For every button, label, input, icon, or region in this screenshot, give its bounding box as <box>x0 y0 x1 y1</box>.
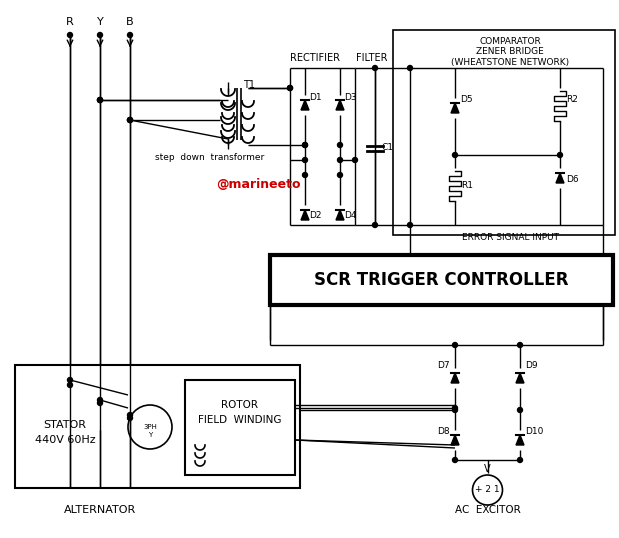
Text: D3: D3 <box>344 94 357 103</box>
Polygon shape <box>336 210 344 220</box>
Polygon shape <box>516 435 524 445</box>
Text: R: R <box>66 17 74 27</box>
Circle shape <box>128 117 132 123</box>
Bar <box>15 365 300 488</box>
Text: ALTERNATOR: ALTERNATOR <box>64 505 136 515</box>
Bar <box>270 255 613 305</box>
Polygon shape <box>301 210 309 220</box>
Text: R2: R2 <box>566 96 578 104</box>
Text: 440V 60Hz: 440V 60Hz <box>35 435 95 445</box>
Text: Y: Y <box>97 17 103 27</box>
Polygon shape <box>451 373 459 383</box>
Circle shape <box>517 343 522 348</box>
Circle shape <box>472 475 503 505</box>
Circle shape <box>452 407 457 413</box>
Circle shape <box>337 158 342 162</box>
Polygon shape <box>516 373 524 383</box>
Text: T1: T1 <box>243 80 255 90</box>
Circle shape <box>452 343 457 348</box>
Polygon shape <box>451 103 459 113</box>
Polygon shape <box>451 435 459 445</box>
Circle shape <box>287 86 293 90</box>
Circle shape <box>517 457 522 463</box>
Text: ZENER BRIDGE: ZENER BRIDGE <box>476 47 544 56</box>
Text: D4: D4 <box>344 210 357 220</box>
Polygon shape <box>556 173 564 183</box>
Text: AC  EXCITOR: AC EXCITOR <box>454 505 521 515</box>
Polygon shape <box>301 100 309 110</box>
Text: R1: R1 <box>461 181 473 189</box>
Circle shape <box>352 158 358 162</box>
Text: (WHEATSTONE NETWORK): (WHEATSTONE NETWORK) <box>451 58 569 67</box>
Text: STATOR: STATOR <box>43 420 87 430</box>
Polygon shape <box>336 100 344 110</box>
Text: D6: D6 <box>566 175 579 185</box>
Text: D2: D2 <box>309 210 321 220</box>
Circle shape <box>128 405 172 449</box>
Text: Y: Y <box>148 432 152 438</box>
Circle shape <box>303 173 308 178</box>
Circle shape <box>407 66 412 70</box>
Text: step  down  transformer: step down transformer <box>155 153 265 162</box>
Circle shape <box>287 86 293 90</box>
Circle shape <box>452 406 457 410</box>
Text: COMPARATOR: COMPARATOR <box>479 38 541 46</box>
Bar <box>393 30 615 235</box>
Text: D5: D5 <box>460 96 473 104</box>
Circle shape <box>67 383 72 387</box>
Circle shape <box>67 32 72 38</box>
Circle shape <box>128 117 132 123</box>
Circle shape <box>303 158 308 162</box>
Circle shape <box>128 415 132 421</box>
Circle shape <box>128 117 132 123</box>
Circle shape <box>452 152 457 158</box>
Circle shape <box>98 97 103 103</box>
Circle shape <box>373 223 378 228</box>
Text: 3PH: 3PH <box>143 424 157 430</box>
Circle shape <box>337 143 342 147</box>
Text: D9: D9 <box>525 362 538 371</box>
Circle shape <box>128 32 132 38</box>
Circle shape <box>373 66 378 70</box>
Circle shape <box>303 143 308 147</box>
Circle shape <box>303 143 308 147</box>
Circle shape <box>337 173 342 178</box>
Text: D10: D10 <box>525 428 543 436</box>
Text: C1: C1 <box>381 144 393 152</box>
Text: @marineeto: @marineeto <box>216 179 300 192</box>
Text: ROTOR: ROTOR <box>222 400 259 410</box>
Text: SCR TRIGGER CONTROLLER: SCR TRIGGER CONTROLLER <box>314 271 569 289</box>
Text: RECTIFIER: RECTIFIER <box>290 53 340 63</box>
Circle shape <box>98 97 103 103</box>
Text: V: V <box>484 464 491 474</box>
Text: FIELD  WINDING: FIELD WINDING <box>198 415 282 425</box>
Text: FILTER: FILTER <box>357 53 387 63</box>
Text: D7: D7 <box>438 362 450 371</box>
Text: D1: D1 <box>309 94 322 103</box>
Circle shape <box>517 407 522 413</box>
Text: B: B <box>126 17 134 27</box>
Text: + 2 1: + 2 1 <box>475 485 500 494</box>
Text: D8: D8 <box>438 428 450 436</box>
Text: ERROR SIGNAL INPUT: ERROR SIGNAL INPUT <box>462 233 558 243</box>
Circle shape <box>128 413 132 417</box>
Circle shape <box>558 152 563 158</box>
Circle shape <box>452 457 457 463</box>
Circle shape <box>98 400 103 406</box>
Circle shape <box>98 32 103 38</box>
Circle shape <box>407 223 412 228</box>
Circle shape <box>98 97 103 103</box>
Bar <box>185 380 295 475</box>
Circle shape <box>98 398 103 402</box>
Circle shape <box>67 378 72 383</box>
